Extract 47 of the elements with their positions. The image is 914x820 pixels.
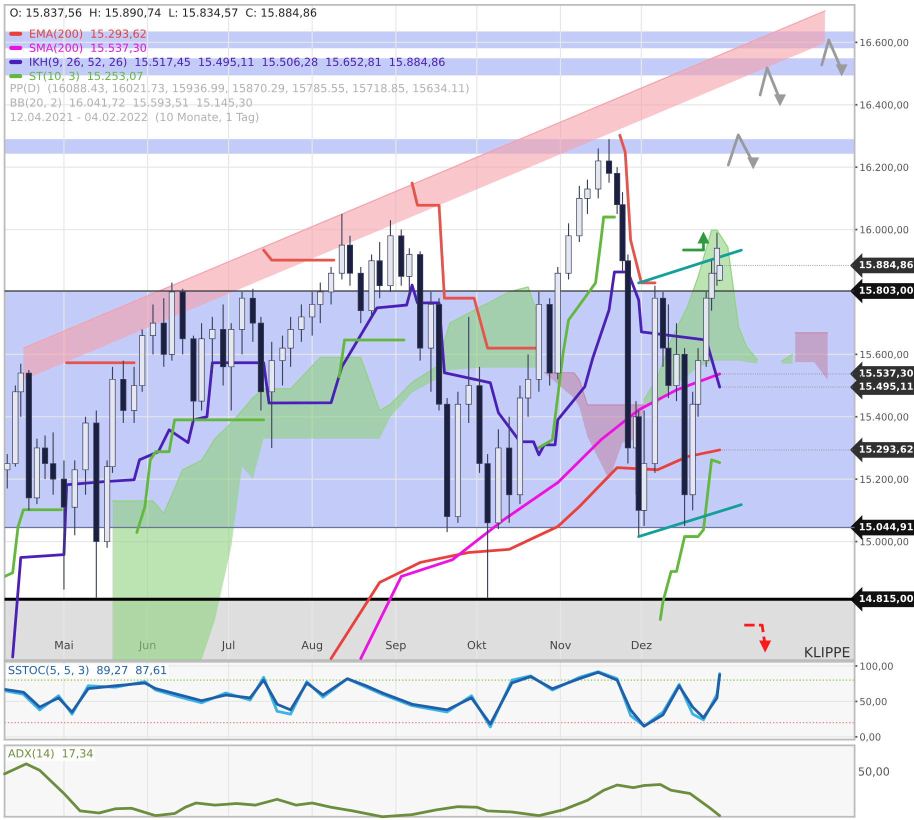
annotation: 12.04.2021 - 04.02.2022 (10 Monate, 1 Tag) xyxy=(10,112,258,124)
candlestick xyxy=(584,179,590,215)
annotation: 15.293,62 xyxy=(860,445,913,454)
annotation: BB(20, 2) 16.041,72 15.593,51 15.145,30 xyxy=(10,98,252,108)
x-tick-label: Jun xyxy=(138,641,156,652)
line-series xyxy=(359,372,722,660)
candlestick xyxy=(317,282,324,324)
y-tick-label: 16.400,00 xyxy=(860,101,908,110)
annotation: 15.537,30 xyxy=(860,369,914,378)
legend-label: ST(10, 3) 15.253,07 xyxy=(30,72,142,82)
annotation: 15.495,11 xyxy=(860,382,913,392)
candlestick xyxy=(298,304,304,342)
x-tick-label: Mai xyxy=(55,640,73,650)
y-tick-label: 15.000,00 xyxy=(860,538,908,546)
line-series xyxy=(330,448,722,660)
x-tick-label: Aug xyxy=(301,641,322,652)
x-tick-label: Nov xyxy=(550,641,571,650)
y-tick-label: 50,00 xyxy=(860,698,887,706)
y-tick-label: 15.400,00 xyxy=(860,413,908,422)
x-tick-label: Okt xyxy=(468,640,486,650)
annotation: 15.884,86 xyxy=(860,260,913,270)
y-tick-label: 16.600,00 xyxy=(860,38,908,48)
y-tick-label: 0,00 xyxy=(860,733,880,742)
candlestick xyxy=(406,248,412,299)
x-tick-label: Dez xyxy=(632,641,652,650)
y-tick-label: 16.000,00 xyxy=(860,226,908,234)
ref-line-label: 15.044,91 xyxy=(860,523,913,532)
candlestick xyxy=(42,434,48,480)
x-tick-label: Jul xyxy=(221,640,234,652)
legend-label: EMA(200) 15.293,62 xyxy=(30,29,146,40)
candlestick xyxy=(328,266,334,305)
y-tick-label: 15.200,00 xyxy=(860,476,908,484)
y-tick-label: 16.200,00 xyxy=(860,164,908,172)
y-tick-label: 100,00 xyxy=(860,662,893,671)
x-tick-label: Sep xyxy=(386,640,406,652)
chart-title: ADX(14) 17,34 xyxy=(8,748,93,759)
ref-line-label: 15.803,00 xyxy=(860,286,914,296)
legend-label: SMA(200) 15.537,30 xyxy=(30,43,146,54)
annotation: O: 15.837,56 H: 15.890,74 L: 15.834,57 C: 15.884,86 xyxy=(10,8,316,18)
ref-line-label: 14.815,00 xyxy=(860,594,914,604)
y-tick-label: 15.600,00 xyxy=(860,350,908,360)
candlestick xyxy=(50,432,56,496)
band-label: KLIPPE xyxy=(805,647,850,658)
annotation: PP(D) (16088.43, 16021.73, 15936.99, 15870.29, 15785.55, 15718.85, 15634.11) xyxy=(10,84,469,94)
chart-title: SSTOC(5, 5, 3) 89,27 87,61 xyxy=(8,666,166,676)
candlestick xyxy=(606,138,612,184)
legend-label: IKH(9, 26, 52, 26) 15.517,45 15.495,11 15.506,28 15.652,81 15.884,86 xyxy=(30,57,445,68)
